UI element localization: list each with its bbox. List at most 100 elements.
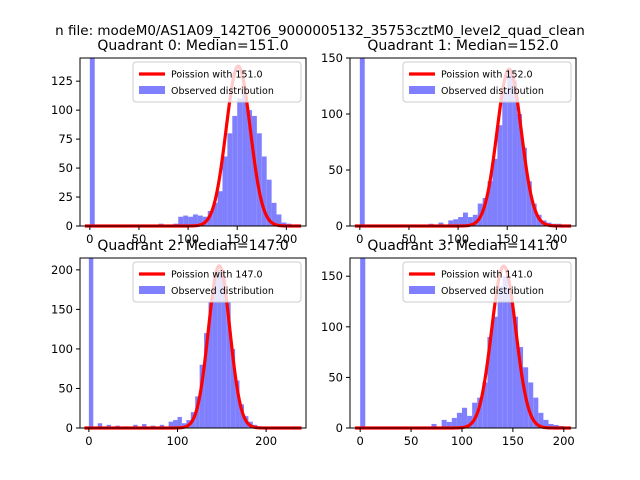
axes-frame	[349, 57, 577, 227]
x-tick-label: 100	[451, 434, 473, 448]
legend-poisson-label: Poission with 147.0	[171, 270, 263, 281]
legend-box	[132, 61, 302, 103]
histogram-bar	[168, 421, 174, 428]
x-tick-label: 150	[226, 232, 248, 246]
histogram-bar	[507, 69, 513, 226]
histogram-bar	[512, 80, 518, 227]
histogram-bar	[212, 202, 218, 226]
histogram-bar	[242, 92, 248, 226]
histogram-bar	[217, 269, 222, 428]
histogram-bar	[222, 156, 228, 226]
histogram-bar	[521, 147, 527, 226]
legend: Poission with 147.0 Observed distribution	[132, 261, 302, 303]
histogram-bar	[217, 191, 223, 226]
histogram-bar	[360, 258, 366, 428]
y-tick-label: 50	[58, 161, 73, 175]
quadrant-3-panel: 0 50 100 150 200 0 50 100 150 Quadrant 3: Median=…	[321, 238, 577, 448]
y-tick-label: 100	[51, 342, 73, 356]
histogram-bar	[497, 286, 503, 428]
histogram-bar	[142, 424, 147, 428]
histogram-bar	[458, 217, 463, 226]
y-tick-label: 25	[58, 190, 73, 204]
histogram-bar	[502, 91, 508, 226]
legend-box	[402, 61, 572, 103]
histogram-bar	[230, 348, 236, 428]
histogram-bar	[461, 407, 468, 428]
histogram-bar	[467, 415, 473, 428]
histogram-bar	[178, 216, 184, 226]
quadrant-title: Quadrant 3: Median=141.0	[367, 238, 558, 254]
legend-poisson-label: Poission with 141.0	[441, 270, 533, 281]
x-tick-label: 0	[86, 232, 93, 246]
y-tick-label: 50	[328, 370, 343, 384]
histogram-bar	[502, 276, 508, 428]
histogram-bar	[197, 215, 203, 226]
histogram-bar	[232, 115, 238, 226]
histogram-bar	[472, 214, 478, 226]
histogram-bar	[226, 301, 231, 428]
histogram-bar	[446, 421, 452, 428]
histogram-bar	[526, 181, 532, 226]
histogram-bar	[512, 316, 518, 428]
legend: Poission with 151.0 Observed distribution	[132, 61, 302, 103]
y-tick-label: 0	[66, 219, 73, 233]
histogram-bar	[193, 214, 198, 226]
histogram-bar	[235, 380, 240, 428]
histogram-bar	[482, 198, 488, 226]
histogram-bar	[89, 58, 95, 226]
y-tick-label: 150	[51, 302, 73, 316]
legend: Poission with 141.0 Observed distribution	[402, 261, 572, 303]
x-tick-label: 150	[502, 434, 524, 448]
x-tick-label: 0	[357, 434, 364, 448]
y-tick-label: 100	[51, 103, 73, 117]
histogram-bar	[477, 397, 483, 428]
histogram-bar	[467, 217, 473, 226]
histogram-bar	[528, 382, 534, 428]
histogram-bar	[359, 58, 365, 226]
histogram-bar	[517, 114, 522, 226]
histogram-bar	[487, 181, 493, 226]
histogram-bar	[204, 333, 209, 428]
y-tick-label: 100	[321, 107, 343, 121]
histogram-bar	[453, 219, 459, 226]
histogram-bar	[533, 397, 539, 428]
histogram-bar	[266, 179, 272, 226]
x-tick-label: 50	[404, 434, 419, 448]
figure-suptitle: n file: modeM0/AS1A09_142T06_9000005132_…	[55, 23, 585, 39]
histogram-bar	[239, 404, 244, 428]
legend-observed-label: Observed distribution	[441, 86, 544, 97]
histogram-bar	[177, 416, 182, 428]
x-tick-label: 100	[167, 434, 189, 448]
axes-frame	[79, 57, 307, 227]
y-tick-label: 100	[321, 320, 343, 334]
y-tick-label: 50	[328, 163, 343, 177]
histogram-bar	[451, 417, 457, 428]
quadrant-2-panel: 0 100 200 0 50 100 150 200 Quadrant 2: Median=14…	[51, 238, 307, 448]
histogram-bar	[281, 222, 287, 226]
histogram-bar	[173, 420, 178, 428]
histogram-bar	[441, 419, 447, 428]
y-tick-label: 0	[66, 421, 73, 435]
histogram-bar	[227, 133, 233, 226]
chart-panels: 0 50 100 150 200 0 25 50 75 100 125 Quadrant 0: Med…	[51, 38, 577, 448]
x-tick-label: 100	[177, 232, 199, 246]
x-tick-label: 200	[553, 434, 575, 448]
quadrant-title: Quadrant 1: Median=152.0	[367, 38, 558, 54]
histogram-bar	[256, 133, 262, 226]
quadrant-1-panel: 0 50 100 150 200 0 50 100 150 Quadrant 1: Median=…	[321, 38, 577, 246]
histogram-bar	[208, 301, 213, 428]
histogram-bar	[548, 423, 554, 428]
legend-poisson-label: Poission with 151.0	[171, 70, 263, 81]
legend: Poission with 152.0 Observed distribution	[402, 61, 572, 103]
x-tick-label: 50	[402, 232, 417, 246]
y-tick-label: 0	[336, 421, 343, 435]
legend-observed-swatch	[409, 286, 435, 294]
histogram-bar	[247, 110, 252, 226]
histogram-bar	[276, 214, 282, 226]
histogram-bar	[456, 412, 462, 428]
quadrant-title: Quadrant 0: Median=151.0	[97, 38, 288, 54]
y-tick-label: 200	[51, 263, 73, 277]
y-tick-label: 75	[58, 132, 73, 146]
legend-box	[132, 261, 302, 303]
histogram-bar	[97, 423, 103, 428]
